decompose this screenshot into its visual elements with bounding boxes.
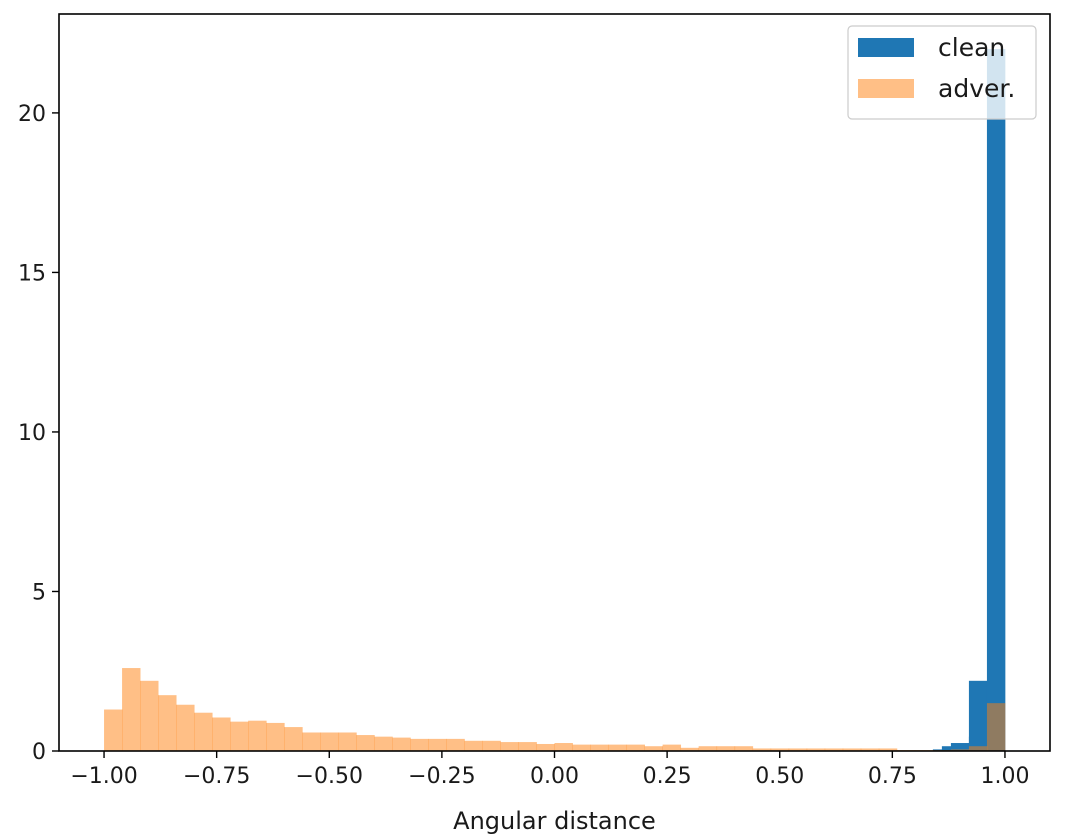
x-tick-label: −1.00	[70, 764, 137, 789]
adver-bar-0	[104, 709, 123, 751]
adver-bar-3	[158, 695, 177, 751]
x-tick-label: 0.50	[755, 764, 804, 789]
adver-bar-42	[860, 748, 880, 751]
adver-bar-5	[194, 712, 213, 751]
adver-bar-4	[176, 704, 195, 751]
y-tick-label: 15	[18, 261, 46, 286]
x-axis-label: Angular distance	[453, 807, 656, 835]
x-tick-label: 1.00	[980, 764, 1029, 789]
adver-bar-1	[122, 668, 141, 751]
adver-bar-41	[842, 748, 862, 751]
adver-bar-27	[590, 744, 609, 751]
adver-bar-19	[446, 738, 465, 751]
clean-bar-2	[950, 743, 970, 751]
adver-bar-18	[428, 738, 447, 751]
adver-bar-29	[626, 744, 645, 751]
adver-bar-37	[770, 748, 790, 751]
legend-label-clean: clean	[938, 33, 1005, 62]
adver-bar-12	[320, 732, 339, 751]
clean-bar-5	[986, 49, 1006, 752]
adver-bar-36	[752, 748, 772, 751]
adver-bar-16	[392, 737, 411, 751]
adver-bar-11	[302, 732, 321, 751]
x-axis: −1.00 −0.75 −0.50 −0.25 0.00 0.25 0.50 0.75 1.00	[70, 751, 1029, 789]
y-tick-label: 10	[18, 421, 46, 446]
adver-bar-49	[986, 703, 1006, 751]
y-axis: 0 5 10 15 20	[18, 102, 59, 765]
clean-bar-4	[968, 680, 988, 751]
adver-bar-23	[518, 742, 537, 751]
legend-swatch-clean	[858, 38, 914, 57]
adver-bar-25	[554, 743, 573, 751]
adver-bar-28	[608, 744, 627, 751]
adver-bar-40	[824, 748, 844, 751]
adver-bar-10	[284, 727, 303, 751]
legend-label-adver: adver.	[938, 74, 1015, 103]
adver-bar-14	[356, 735, 375, 751]
adver-bar-20	[464, 740, 483, 751]
adver-bar-8	[248, 720, 267, 751]
adver-bar-9	[266, 722, 285, 751]
x-tick-label: 0.75	[868, 764, 917, 789]
adver-bar-33	[698, 746, 718, 751]
adver-bar-35	[734, 746, 754, 751]
y-tick-label: 5	[32, 580, 46, 605]
adver-bar-30	[644, 746, 664, 751]
y-tick-label: 0	[32, 740, 46, 765]
x-tick-label: −0.75	[183, 764, 250, 789]
adver-bar-32	[680, 747, 700, 751]
adver-bar-13	[338, 732, 357, 751]
adver-bar-2	[140, 680, 159, 751]
adver-bar-43	[878, 748, 898, 751]
x-tick-label: 0.00	[530, 764, 579, 789]
x-tick-label: −0.25	[408, 764, 475, 789]
legend: clean adver.	[847, 25, 1037, 120]
adver-bar-26	[572, 744, 591, 751]
adver-bar-34	[716, 746, 736, 751]
x-tick-label: −0.50	[296, 764, 363, 789]
adver-bar-7	[230, 721, 249, 751]
adver-bar-38	[788, 748, 808, 751]
adver-bar-48	[968, 746, 988, 751]
legend-swatch-adver	[858, 79, 914, 98]
adver-bar-15	[374, 736, 393, 751]
y-tick-label: 20	[18, 102, 46, 127]
plot-area-frame	[58, 13, 1051, 752]
adver-bar-6	[212, 717, 231, 751]
adver-bar-21	[482, 740, 501, 751]
adver-series-bars	[104, 668, 1006, 751]
adver-bar-24	[536, 743, 555, 751]
x-tick-label: 0.25	[643, 764, 692, 789]
adver-bar-22	[500, 742, 519, 751]
adver-bar-31	[662, 744, 682, 751]
adver-bar-39	[806, 748, 826, 751]
adver-bar-17	[410, 738, 429, 751]
clean-series-bars	[932, 49, 1006, 752]
